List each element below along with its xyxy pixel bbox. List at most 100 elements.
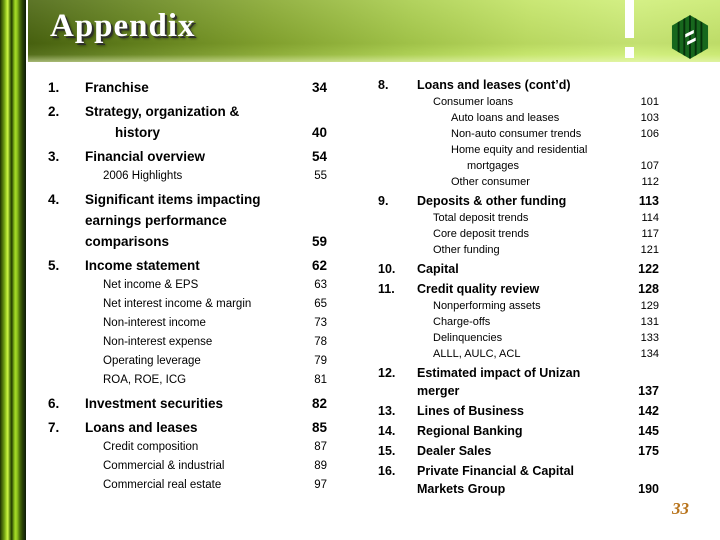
slide-page-number: 33: [672, 499, 689, 518]
toc-row: Net interest income & margin 65: [40, 295, 327, 314]
huntington-hexagon-logo-icon: [671, 13, 709, 66]
toc-row: 8. Loans and leases (cont’d): [372, 76, 659, 94]
toc-item-page: 103: [640, 112, 659, 124]
toc-item-title: Income statement: [85, 258, 200, 273]
toc-item-title: Commercial & industrial: [103, 460, 225, 472]
toc-item-number: 4.: [48, 192, 60, 207]
toc-item-title: Markets Group: [417, 482, 506, 496]
toc-item-title: Financial overview: [85, 149, 206, 164]
toc-item-page: 122: [638, 262, 659, 276]
toc-row: Other consumer 112: [372, 174, 659, 190]
toc-row: comparisons 59: [40, 231, 327, 252]
toc-row: 13. Lines of Business 142: [372, 402, 659, 420]
toc-row: Total deposit trends 114: [372, 210, 659, 226]
toc-row: Non-auto consumer trends 106: [372, 126, 659, 142]
toc-item-title: Credit composition: [103, 441, 199, 453]
toc-row: 6. Investment securities 82: [40, 393, 327, 414]
toc-column-left: 1. Franchise 34 2. Strategy, organization & h…: [40, 74, 327, 495]
toc-item-title: Net income & EPS: [103, 279, 199, 291]
toc-item-title: Investment securities: [85, 396, 224, 411]
toc-item-title: comparisons: [85, 234, 170, 249]
toc-item-page: 79: [314, 355, 327, 367]
toc-item-title: Other consumer: [451, 176, 530, 188]
toc-row: Commercial & industrial 89: [40, 457, 327, 476]
toc-item-title: Nonperforming assets: [433, 300, 541, 312]
toc-item-page: 129: [640, 300, 659, 312]
toc-row: 11. Credit quality review 128: [372, 280, 659, 298]
toc-row: 15. Dealer Sales 175: [372, 442, 659, 460]
toc-item-title: Non-auto consumer trends: [451, 128, 582, 140]
toc-item-page: 101: [640, 96, 659, 108]
toc-item-title: Loans and leases (cont’d): [417, 78, 571, 92]
toc-row: 7. Loans and leases 85: [40, 417, 327, 438]
exclamation-bar: [625, 0, 634, 38]
page-title: Appendix: [50, 8, 196, 44]
toc-item-title: Loans and leases: [85, 420, 198, 435]
toc-item-title: Regional Banking: [417, 424, 523, 438]
toc-item-title: merger: [417, 384, 460, 398]
exclamation-dot: [625, 47, 634, 58]
toc-item-title: Non-interest income: [103, 317, 206, 329]
toc-item-page: 78: [314, 336, 327, 348]
toc-item-page: 175: [638, 444, 659, 458]
toc-item-page: 55: [314, 170, 327, 182]
toc-item-number: 11.: [378, 282, 395, 296]
toc-row: 4. Significant items impacting: [40, 189, 327, 210]
toc-item-title: mortgages: [467, 160, 519, 172]
toc-item-title: Operating leverage: [103, 355, 201, 367]
toc-row: Charge-offs 131: [372, 314, 659, 330]
toc-item-title: earnings performance: [85, 213, 227, 228]
toc-row: 1. Franchise 34: [40, 77, 327, 98]
toc-item-page: 145: [638, 424, 659, 438]
toc-item-title: Strategy, organization &: [85, 104, 240, 119]
toc-row: Auto loans and leases 103: [372, 110, 659, 126]
toc-item-title: Capital: [417, 262, 459, 276]
toc-item-title: Charge-offs: [433, 316, 491, 328]
toc-item-page: 134: [640, 348, 659, 360]
toc-item-title: Delinquencies: [433, 332, 503, 344]
toc-item-page: 113: [638, 194, 659, 208]
toc-item-number: 12.: [378, 366, 396, 380]
toc-row: Markets Group 190: [372, 480, 659, 498]
exclamation-accent-icon: [625, 0, 634, 58]
toc-row: Non-interest expense 78: [40, 333, 327, 352]
toc-item-title: Home equity and residential: [451, 144, 588, 156]
toc-row: Other funding 121: [372, 242, 659, 258]
toc-row: Core deposit trends 117: [372, 226, 659, 242]
toc-item-page: 133: [640, 332, 659, 344]
toc-row: Delinquencies 133: [372, 330, 659, 346]
toc-item-page: 87: [314, 441, 327, 453]
toc-item-title: history: [115, 125, 161, 140]
toc-item-page: 137: [638, 384, 659, 398]
toc-row: 9. Deposits & other funding 113: [372, 192, 659, 210]
toc-item-page: 65: [314, 298, 327, 310]
toc-item-title: Core deposit trends: [433, 228, 529, 240]
toc-row: history 40: [40, 122, 327, 143]
toc-row: Credit composition 87: [40, 438, 327, 457]
toc-item-page: 40: [311, 125, 327, 140]
toc-item-page: 117: [641, 228, 659, 240]
toc-item-page: 106: [640, 128, 659, 140]
toc-item-number: 13.: [378, 404, 396, 418]
toc-row: 16. Private Financial & Capital: [372, 462, 659, 480]
toc-row: Operating leverage 79: [40, 352, 327, 371]
toc-item-number: 8.: [378, 78, 389, 92]
toc-item-title: Franchise: [85, 80, 149, 95]
toc-row: mortgages 107: [372, 158, 659, 174]
toc-item-page: 89: [314, 460, 327, 472]
toc-item-title: Credit quality review: [417, 282, 540, 296]
toc-row: Nonperforming assets 129: [372, 298, 659, 314]
toc-row: Net income & EPS 63: [40, 276, 327, 295]
toc-row: 2006 Highlights 55: [40, 167, 327, 186]
toc-row: 10. Capital 122: [372, 260, 659, 278]
toc-item-title: 2006 Highlights: [103, 170, 183, 182]
toc-row: 3. Financial overview 54: [40, 146, 327, 167]
toc-item-page: 73: [314, 317, 327, 329]
toc-column-right: 8. Loans and leases (cont’d) Consumer loan…: [372, 74, 659, 498]
toc-item-page: 142: [638, 404, 659, 418]
toc-item-title: Consumer loans: [433, 96, 514, 108]
toc-item-title: Total deposit trends: [433, 212, 529, 224]
toc-item-title: Other funding: [433, 244, 500, 256]
toc-row: Non-interest income 73: [40, 314, 327, 333]
